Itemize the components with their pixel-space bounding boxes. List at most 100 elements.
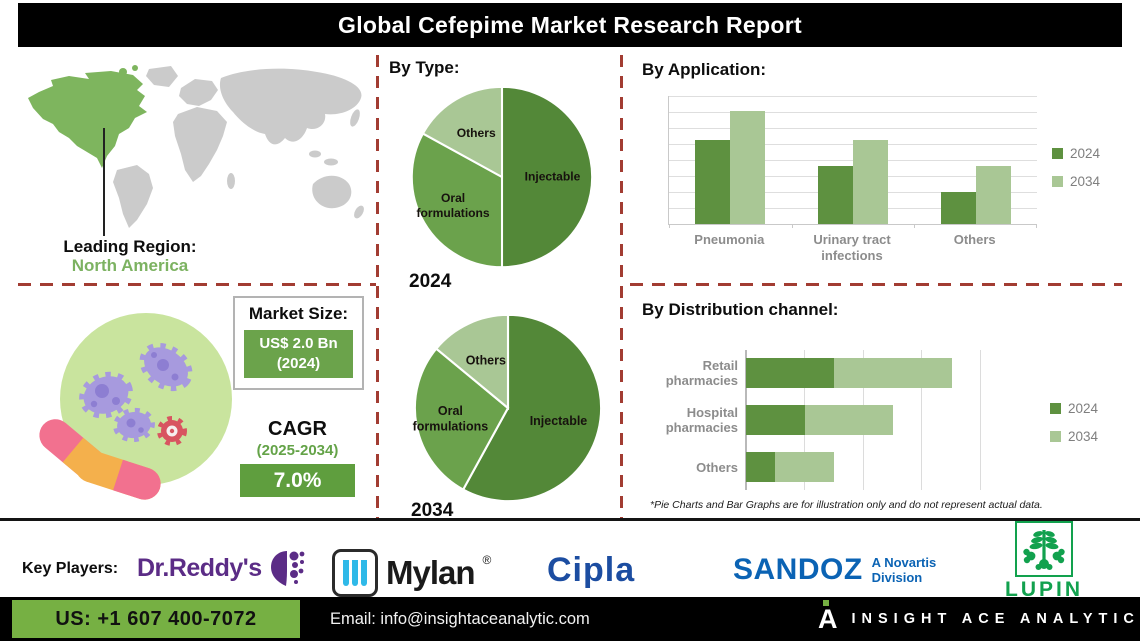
map-south-america xyxy=(113,165,153,228)
category-label: Pneumonia xyxy=(694,232,765,247)
distribution-legend: 2024 2034 xyxy=(1050,401,1098,444)
mylan-wordmark: Mylan xyxy=(386,554,476,591)
mylan-logo: Mylan ® xyxy=(332,549,491,597)
map-north-america-highlight xyxy=(28,71,147,168)
axis-tick xyxy=(1036,224,1037,228)
bar-2034 xyxy=(730,111,766,224)
insight-ace-analytic-logo: A INSIGHT ACE ANALYTIC xyxy=(818,597,1140,641)
map-pointer-line xyxy=(103,128,105,236)
divider-horizontal-right xyxy=(630,283,1122,286)
key-players-label: Key Players: xyxy=(22,560,119,577)
players-separator-line xyxy=(0,518,1140,521)
bar-segment-2024 xyxy=(746,405,805,435)
legend-entry: 2034 xyxy=(1050,429,1098,444)
footer-phone: US: +1 607 400-7072 xyxy=(12,600,300,638)
gridline xyxy=(669,128,1037,129)
gridline xyxy=(669,112,1037,113)
legend-label: 2034 xyxy=(1070,174,1101,189)
divider-vertical-right xyxy=(620,55,623,518)
map-japan xyxy=(350,109,360,127)
world-map xyxy=(28,65,364,228)
category-label: Others xyxy=(953,232,996,247)
legend-entry: 2024 xyxy=(1050,401,1098,416)
market-size-box: Market Size: US$ 2.0 Bn (2024) xyxy=(233,296,364,390)
capsule-icon xyxy=(75,450,161,500)
application-bar-chart: Pneumonia Urinary tract infections Others 2… xyxy=(645,90,1115,270)
sandoz-subtitle: A Novartis Division xyxy=(871,555,937,585)
gridline xyxy=(980,350,981,490)
legend-entry: 2034 xyxy=(1052,174,1100,189)
mylan-icon xyxy=(332,549,378,597)
distribution-bar-chart: 2024 2034 Retail pharmacies Hospital pharma… xyxy=(630,348,1115,498)
leading-region-value: North America xyxy=(71,256,189,275)
brand-a-icon: A xyxy=(818,599,838,633)
bar-2034 xyxy=(975,166,1011,224)
pie-slice-label: Oral formulations xyxy=(417,191,490,220)
category-label: Urinary tract infections xyxy=(813,232,891,263)
application-legend: 2024 2034 xyxy=(1052,146,1100,189)
footer-email: Email: info@insightaceanalytic.com xyxy=(330,609,590,628)
bar-2034 xyxy=(853,139,888,224)
cagr-value: 7.0% xyxy=(240,464,355,497)
divider-horizontal-left xyxy=(18,283,376,286)
leading-region-block: Leading Region: North America xyxy=(35,237,225,275)
cipla-logo: Cipla xyxy=(547,551,635,590)
axis-tick xyxy=(914,224,916,228)
by-distribution-heading: By Distribution channel: xyxy=(642,300,839,319)
mylan-registered-mark: ® xyxy=(482,553,492,567)
axis-tick xyxy=(791,224,793,228)
bar-segment-2034 xyxy=(834,358,952,388)
legend-label: 2024 xyxy=(1068,401,1099,416)
legend-swatch xyxy=(1052,148,1063,159)
bar-2024 xyxy=(940,192,976,224)
market-size-amount: US$ 2.0 Bn xyxy=(259,335,338,352)
pie-year-2024: 2024 xyxy=(409,271,452,292)
map-asia xyxy=(219,68,362,145)
market-size-year: (2024) xyxy=(276,355,321,372)
pie-slice-label: Others xyxy=(457,126,496,140)
page-title: Global Cefepime Market Research Report xyxy=(338,11,802,38)
by-application-heading: By Application: xyxy=(642,60,767,79)
gridline xyxy=(921,350,923,490)
cagr-block: CAGR (2025-2034) 7.0% xyxy=(240,418,355,497)
pie-slice-label: Injectable xyxy=(525,170,581,184)
map-europe xyxy=(179,79,218,106)
bar-track xyxy=(746,358,952,388)
footer-bar: US: +1 607 400-7072 Email: info@insighta… xyxy=(0,597,1140,641)
petri-circle xyxy=(60,313,232,485)
cagr-period: (2025-2034) xyxy=(256,442,339,459)
dr-reddys-wordmark: Dr.Reddy's xyxy=(137,553,262,582)
virus-icon xyxy=(157,416,187,446)
lupin-logo: LUPIN xyxy=(1005,521,1083,602)
gridline xyxy=(669,96,1037,97)
category-label: Retail pharmacies xyxy=(665,358,738,388)
map-island xyxy=(324,158,338,166)
by-type-heading: By Type: xyxy=(389,58,460,77)
bar-segment-2024 xyxy=(746,358,835,388)
map-africa xyxy=(173,107,227,182)
legend-label: 2034 xyxy=(1068,429,1099,444)
application-plot-area xyxy=(668,96,1037,228)
bar-2024 xyxy=(818,166,853,224)
legend-label: 2024 xyxy=(1070,146,1101,161)
map-greenland xyxy=(146,66,178,87)
bacteria-icon xyxy=(79,342,193,443)
application-category-labels: Pneumonia Urinary tract infections Others xyxy=(668,232,1036,264)
brand-green-dot xyxy=(823,599,829,606)
bar-segment-2034 xyxy=(804,405,893,435)
pie-slice-label: Oral formulations xyxy=(413,404,489,433)
pie-chart-2034: Injectable Oral formulations Others xyxy=(413,313,603,503)
pie-chart-2024: Injectable Oral formulations Others xyxy=(410,85,594,269)
category-label: Hospital pharmacies xyxy=(665,405,738,435)
pie-year-2034: 2034 xyxy=(411,500,454,521)
chart-footnote: *Pie Charts and Bar Graphs are for illus… xyxy=(650,499,1043,511)
map-new-zealand xyxy=(354,205,364,219)
medicine-illustration xyxy=(39,313,232,500)
bar-2024 xyxy=(695,139,731,224)
leading-region-label: Leading Region: xyxy=(63,237,197,256)
pie-slice xyxy=(410,132,504,269)
category-label: Others xyxy=(696,459,738,475)
sandoz-wordmark: SANDOZ xyxy=(733,553,863,586)
dr-reddys-logo: Dr.Reddy's xyxy=(137,548,308,588)
map-madagascar xyxy=(227,173,235,189)
